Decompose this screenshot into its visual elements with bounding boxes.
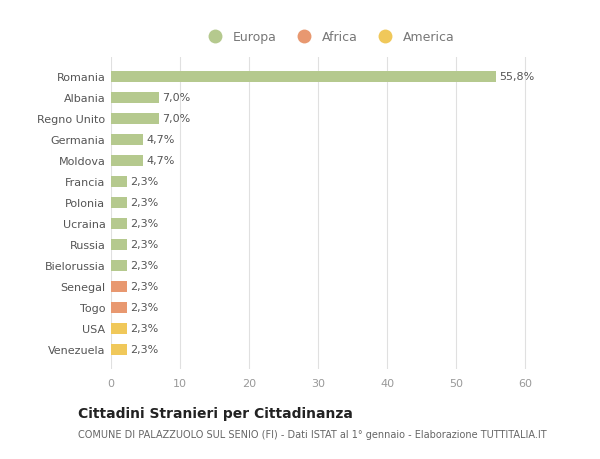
Bar bbox=[111, 239, 127, 251]
Bar bbox=[111, 113, 160, 125]
Text: 2,3%: 2,3% bbox=[130, 302, 158, 313]
Bar bbox=[111, 281, 127, 292]
Text: 2,3%: 2,3% bbox=[130, 240, 158, 250]
Text: 4,7%: 4,7% bbox=[146, 156, 175, 166]
Bar bbox=[111, 344, 127, 355]
Bar bbox=[111, 218, 127, 230]
Text: 2,3%: 2,3% bbox=[130, 219, 158, 229]
Bar bbox=[111, 134, 143, 146]
Text: 7,0%: 7,0% bbox=[162, 114, 190, 124]
Bar bbox=[111, 72, 496, 83]
Text: 2,3%: 2,3% bbox=[130, 324, 158, 334]
Text: 2,3%: 2,3% bbox=[130, 345, 158, 354]
Bar bbox=[111, 323, 127, 334]
Bar bbox=[111, 93, 160, 104]
Bar bbox=[111, 176, 127, 188]
Bar bbox=[111, 155, 143, 167]
Bar bbox=[111, 197, 127, 209]
Text: COMUNE DI PALAZZUOLO SUL SENIO (FI) - Dati ISTAT al 1° gennaio - Elaborazione TU: COMUNE DI PALAZZUOLO SUL SENIO (FI) - Da… bbox=[78, 429, 547, 439]
Text: 2,3%: 2,3% bbox=[130, 261, 158, 271]
Text: 7,0%: 7,0% bbox=[162, 93, 190, 103]
Text: Cittadini Stranieri per Cittadinanza: Cittadini Stranieri per Cittadinanza bbox=[78, 406, 353, 420]
Bar bbox=[111, 260, 127, 272]
Legend: Europa, Africa, America: Europa, Africa, America bbox=[198, 26, 459, 49]
Text: 4,7%: 4,7% bbox=[146, 135, 175, 145]
Bar bbox=[111, 302, 127, 313]
Text: 2,3%: 2,3% bbox=[130, 177, 158, 187]
Text: 55,8%: 55,8% bbox=[499, 73, 534, 82]
Text: 2,3%: 2,3% bbox=[130, 282, 158, 292]
Text: 2,3%: 2,3% bbox=[130, 198, 158, 208]
